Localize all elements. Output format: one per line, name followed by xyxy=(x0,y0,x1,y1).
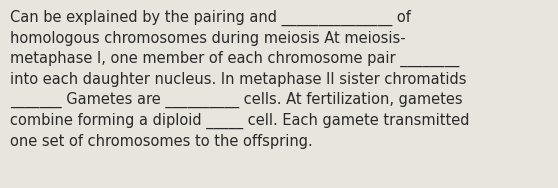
Text: Can be explained by the pairing and _______________ of
homologous chromosomes du: Can be explained by the pairing and ____… xyxy=(10,9,469,149)
